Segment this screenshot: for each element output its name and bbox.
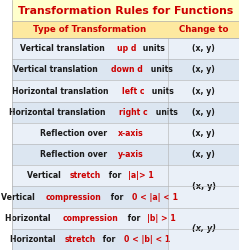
Text: Vertical translation: Vertical translation	[13, 65, 101, 74]
Bar	[168, 144, 239, 165]
Text: compression: compression	[46, 192, 102, 202]
Text: Reflection over: Reflection over	[40, 129, 110, 138]
Text: stretch: stretch	[70, 171, 101, 180]
Text: (x, y): (x, y)	[192, 86, 215, 96]
Text: up d: up d	[117, 44, 136, 53]
Bar	[168, 38, 239, 59]
Bar	[12, 144, 168, 165]
Text: right c: right c	[119, 108, 148, 117]
Text: 0 < |b| < 1: 0 < |b| < 1	[124, 235, 170, 244]
Text: (x, y): (x, y)	[192, 108, 215, 117]
Bar	[12, 0, 239, 21]
Text: Horizontal: Horizontal	[6, 214, 54, 223]
Bar	[168, 208, 239, 250]
Text: units: units	[140, 44, 165, 53]
Text: Vertical translation: Vertical translation	[20, 44, 108, 53]
Text: Horizontal translation: Horizontal translation	[12, 86, 112, 96]
Bar	[12, 38, 168, 59]
Text: (x, y): (x, y)	[192, 129, 215, 138]
Bar	[168, 59, 239, 80]
Text: y-axis: y-axis	[118, 150, 144, 159]
Text: |a|> 1: |a|> 1	[128, 171, 153, 180]
Text: units: units	[148, 65, 172, 74]
Bar	[168, 165, 239, 207]
Text: units: units	[152, 108, 178, 117]
Text: Vertical: Vertical	[28, 171, 64, 180]
Text: (x, y): (x, y)	[192, 65, 215, 74]
Bar	[168, 123, 239, 144]
Text: stretch: stretch	[65, 235, 96, 244]
Bar	[12, 165, 168, 186]
Bar	[12, 21, 239, 38]
Text: left c: left c	[122, 86, 145, 96]
Text: for: for	[106, 171, 124, 180]
Text: for: for	[108, 192, 126, 202]
Bar	[12, 80, 168, 102]
Text: 0 < |a| < 1: 0 < |a| < 1	[132, 192, 178, 202]
Text: |b| > 1: |b| > 1	[147, 214, 176, 223]
Text: Reflection over: Reflection over	[40, 150, 110, 159]
Text: (x, y): (x, y)	[192, 44, 215, 53]
Text: Transformation Rules for Functions: Transformation Rules for Functions	[18, 6, 233, 16]
Text: Change to: Change to	[179, 25, 228, 34]
Text: Horizontal translation: Horizontal translation	[9, 108, 108, 117]
Text: Type of Transformation: Type of Transformation	[33, 25, 146, 34]
Bar	[168, 102, 239, 123]
Text: (x, y): (x, y)	[192, 150, 215, 159]
Bar	[12, 102, 168, 123]
Bar	[168, 80, 239, 102]
Text: for: for	[125, 214, 143, 223]
Text: x-axis: x-axis	[118, 129, 144, 138]
Bar	[12, 186, 168, 208]
Text: Horizontal: Horizontal	[10, 235, 58, 244]
Bar	[12, 229, 168, 250]
Text: for: for	[100, 235, 118, 244]
Bar	[12, 59, 168, 80]
Text: compression: compression	[63, 214, 119, 223]
Text: (x, y): (x, y)	[192, 224, 216, 233]
Text: (x, y): (x, y)	[192, 182, 216, 191]
Bar	[12, 208, 168, 229]
Bar	[12, 123, 168, 144]
Text: units: units	[149, 86, 174, 96]
Text: down d: down d	[111, 65, 142, 74]
Text: Vertical: Vertical	[1, 192, 38, 202]
